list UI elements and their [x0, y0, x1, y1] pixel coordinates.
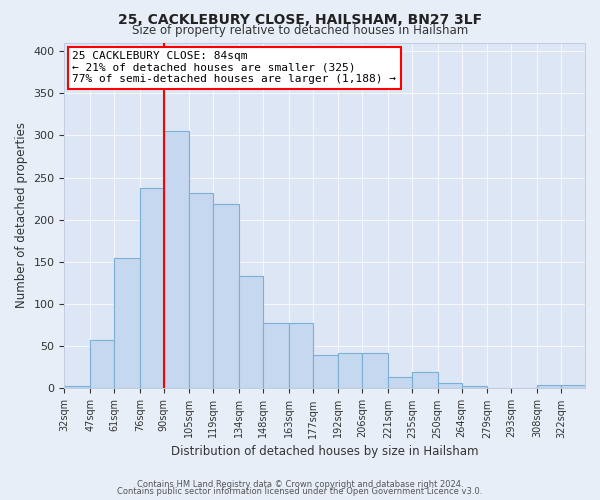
Bar: [362, 353, 388, 388]
Y-axis label: Number of detached properties: Number of detached properties: [15, 122, 28, 308]
Bar: [561, 385, 585, 388]
Bar: [190, 192, 214, 388]
Bar: [263, 324, 289, 388]
Bar: [164, 131, 190, 388]
Bar: [114, 258, 140, 388]
X-axis label: Distribution of detached houses by size in Hailsham: Distribution of detached houses by size …: [171, 444, 478, 458]
Bar: [388, 376, 412, 388]
Text: Size of property relative to detached houses in Hailsham: Size of property relative to detached ho…: [132, 24, 468, 37]
Bar: [412, 372, 438, 388]
Bar: [214, 204, 239, 388]
Text: Contains HM Land Registry data © Crown copyright and database right 2024.: Contains HM Land Registry data © Crown c…: [137, 480, 463, 489]
Bar: [90, 340, 114, 388]
Bar: [64, 386, 90, 388]
Bar: [289, 324, 313, 388]
Bar: [338, 353, 362, 388]
Bar: [140, 188, 164, 388]
Bar: [537, 385, 561, 388]
Bar: [438, 382, 462, 388]
Bar: [239, 276, 263, 388]
Text: 25 CACKLEBURY CLOSE: 84sqm
← 21% of detached houses are smaller (325)
77% of sem: 25 CACKLEBURY CLOSE: 84sqm ← 21% of deta…: [72, 51, 396, 84]
Text: Contains public sector information licensed under the Open Government Licence v3: Contains public sector information licen…: [118, 487, 482, 496]
Bar: [462, 386, 487, 388]
Bar: [313, 354, 338, 388]
Text: 25, CACKLEBURY CLOSE, HAILSHAM, BN27 3LF: 25, CACKLEBURY CLOSE, HAILSHAM, BN27 3LF: [118, 12, 482, 26]
